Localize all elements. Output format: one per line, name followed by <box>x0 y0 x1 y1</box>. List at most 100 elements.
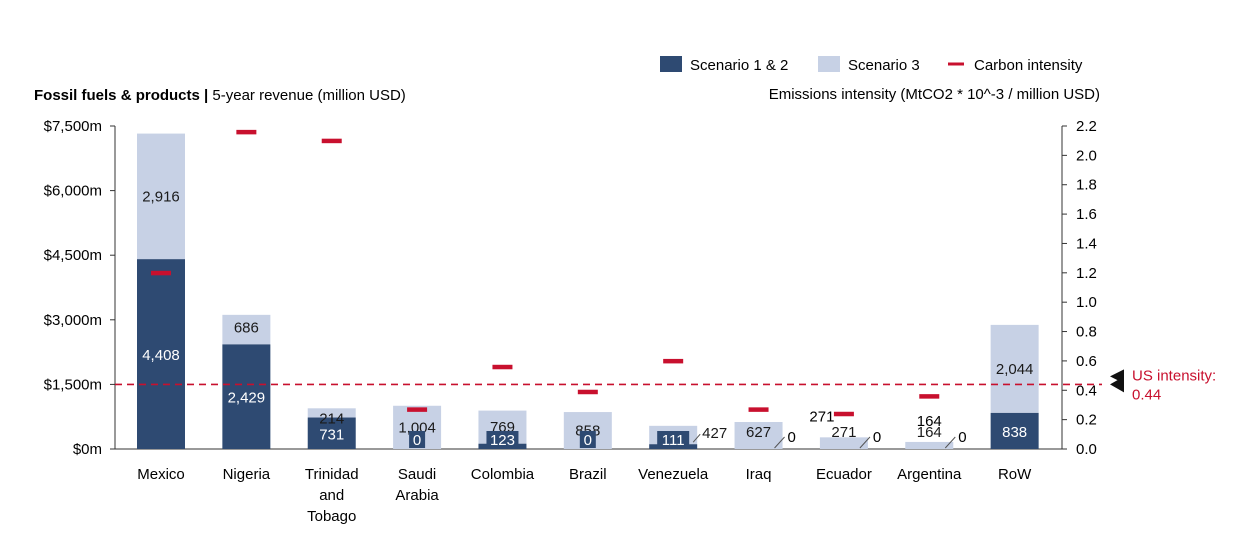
y2-tick-label: 2.0 <box>1076 147 1097 164</box>
legend-label-scenario3: Scenario 3 <box>848 57 920 74</box>
data-label-scenario12: 0 <box>958 429 966 446</box>
y-axis-ticks: $0m $1,500m $3,000m $4,500m $6,000m $7,500m <box>44 118 115 458</box>
bar-scenario3 <box>905 441 954 449</box>
x-tick-label: Tobago <box>307 508 356 525</box>
intensity-mark <box>663 358 684 364</box>
intensity-mark <box>919 394 940 399</box>
intensity-mark <box>151 270 171 276</box>
y2-tick-label: 1.6 <box>1076 206 1097 223</box>
intensity-marks <box>151 129 940 417</box>
data-label-scenario12: 731 <box>319 426 344 443</box>
y2-axis-label: Emissions intensity (MtCO2 * 10^-3 / mil… <box>769 86 1100 103</box>
y-tick-label: $0m <box>73 441 102 458</box>
data-label-leader <box>774 436 785 449</box>
intensity-mark <box>833 411 854 417</box>
data-label-scenario12: 4,408 <box>142 347 180 364</box>
data-label-scenario3: 686 <box>234 319 259 336</box>
chart-title-bold: Fossil fuels & products <box>34 87 200 104</box>
data-label-leader <box>944 436 956 449</box>
x-tick-label: Brazil <box>569 466 607 483</box>
data-label-leader <box>692 433 701 443</box>
y-tick-label: $3,000m <box>44 312 102 329</box>
data-label-scenario3: 1,004 <box>398 419 436 436</box>
bar-scenario3 <box>734 421 783 449</box>
y2-tick-label: 0.0 <box>1076 441 1097 458</box>
bar-scenario12 <box>222 344 271 449</box>
data-label-scenario3: 2,916 <box>142 188 180 205</box>
y2-tick-label: 0.2 <box>1076 412 1097 429</box>
data-label-scenario12: 0 <box>584 432 592 449</box>
x-tick-label: Colombia <box>471 466 535 483</box>
intensity-mark <box>748 407 769 412</box>
x-tick-label: Ecuador <box>816 466 872 483</box>
data-label-box <box>579 431 596 448</box>
data-label-scenario12: 838 <box>1002 424 1027 441</box>
y2-tick-label: 2.2 <box>1076 118 1097 135</box>
intensity-mark <box>577 389 598 395</box>
data-label-scenario12: 123 <box>490 432 515 449</box>
x-tick-label: RoW <box>998 466 1032 483</box>
reference-label: US intensity: <box>1132 367 1216 384</box>
x-tick-label: Venezuela <box>638 466 709 483</box>
data-label-scenario3: 271 <box>831 424 856 441</box>
y2-tick-label: 0.6 <box>1076 353 1097 370</box>
legend-label-scenario12: Scenario 1 & 2 <box>690 57 788 74</box>
y-tick-label: $6,000m <box>44 183 102 200</box>
y-tick-label: $4,500m <box>44 247 102 264</box>
y2-tick-label: 0.8 <box>1076 324 1097 341</box>
reference-arrow <box>1110 376 1124 393</box>
data-label-scenario3: 2,044 <box>996 361 1034 378</box>
y2-tick-label: 1.4 <box>1076 235 1097 252</box>
chart-title: Fossil fuels & products | 5-year revenue… <box>34 87 406 104</box>
data-label-scenario12: 2,429 <box>228 390 266 407</box>
y2-tick-label: 1.8 <box>1076 177 1097 194</box>
x-tick-label: Saudi <box>398 466 436 483</box>
data-label-scenario3: 214 <box>319 410 344 427</box>
data-label-scenario3: 427 <box>702 425 727 442</box>
intensity-mark <box>236 129 257 135</box>
legend: Scenario 1 & 2 Scenario 3 Carbon intensi… <box>660 56 1083 74</box>
bar-scenario12 <box>307 417 356 449</box>
x-tick-label: Trinidad <box>305 466 359 483</box>
y2-tick-label: 1.0 <box>1076 294 1097 311</box>
y-tick-label: $7,500m <box>44 118 102 135</box>
legend-label-intensity: Carbon intensity <box>974 57 1083 74</box>
data-label-box <box>409 431 426 448</box>
chart-title-separator: | <box>200 87 213 104</box>
legend-swatch-scenario12 <box>660 56 682 72</box>
x-tick-label: Mexico <box>137 466 185 483</box>
bar-scenario3 <box>222 314 271 345</box>
data-label-box <box>657 431 690 448</box>
bar-scenario3 <box>990 324 1039 413</box>
bar-scenario12 <box>137 259 185 449</box>
reference-value: 0.44 <box>1132 386 1161 403</box>
intensity-mark <box>321 138 342 144</box>
intensity-mark <box>407 407 428 412</box>
bars: 2,9164,4086862,4292147311,00407691238580… <box>137 133 1039 449</box>
chart-title-rest: 5-year revenue (million USD) <box>212 87 405 104</box>
data-label-scenario12: 0 <box>413 432 421 449</box>
y2-axis-ticks: 0.0 0.2 0.4 0.6 0.8 1.0 1.2 1.4 1.6 1.8 2.0 2.2 <box>1062 118 1097 458</box>
x-tick-label: Iraq <box>746 466 772 483</box>
data-label-leader <box>859 436 871 449</box>
bar-scenario3 <box>307 408 356 418</box>
y2-tick-label: 0.4 <box>1076 382 1097 399</box>
x-tick-label: Argentina <box>897 466 962 483</box>
x-tick-label: and <box>319 487 344 504</box>
data-label-box <box>486 431 519 448</box>
data-label-callout: 164 <box>917 413 942 430</box>
bar-scenario3 <box>819 437 868 449</box>
legend-swatch-scenario3 <box>818 56 840 72</box>
x-tick-label: Arabia <box>395 487 439 504</box>
data-label-scenario12: 0 <box>788 429 796 446</box>
bar-scenario3 <box>137 133 185 260</box>
x-tick-label: Nigeria <box>223 466 271 483</box>
data-label-callout: 271 <box>809 408 834 425</box>
intensity-mark <box>492 364 513 370</box>
y2-tick-label: 1.2 <box>1076 265 1097 282</box>
bar-scenario12 <box>990 412 1039 449</box>
data-label-scenario12: 111 <box>662 432 685 449</box>
x-axis-labels: Mexico Nigeria Trinidad and Tobago Saudi Arabi… <box>137 466 1032 525</box>
data-label-scenario12: 0 <box>873 429 881 446</box>
